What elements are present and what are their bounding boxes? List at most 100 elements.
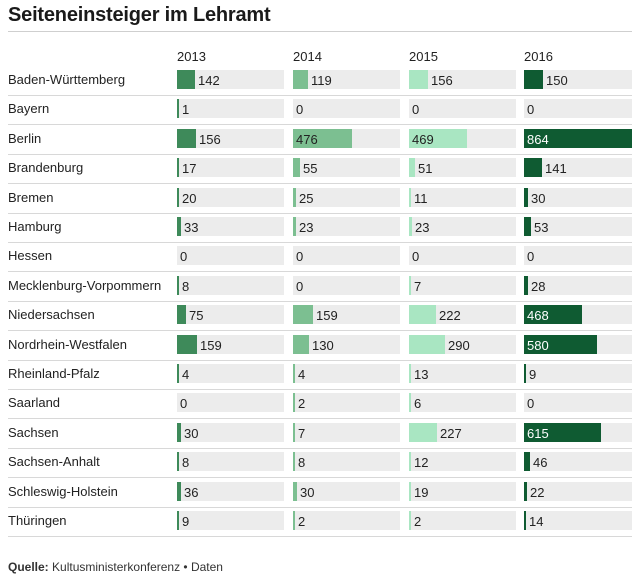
bar-cell-2014: 0 xyxy=(293,276,400,295)
table-row: Saarland 0 2 6 0 xyxy=(8,389,632,419)
bar-2015 xyxy=(409,217,412,236)
table-row: Schleswig-Holstein 36 30 19 22 xyxy=(8,478,632,508)
bar-2015 xyxy=(409,482,411,501)
state-label: Mecklenburg-Vorpommern xyxy=(8,278,162,293)
bar-cell-2016: 615 xyxy=(524,423,632,442)
bar-2015 xyxy=(409,511,411,530)
value-label: 0 xyxy=(180,249,188,264)
value-label: 8 xyxy=(298,455,306,470)
state-label: Schleswig-Holstein xyxy=(8,484,118,499)
bar-cell-2014: 0 xyxy=(293,246,400,265)
value-label: 23 xyxy=(299,220,314,235)
value-label: 0 xyxy=(296,249,304,264)
bar-cell-2013: 142 xyxy=(177,70,284,89)
bar-cell-2013: 1 xyxy=(177,99,284,118)
bar-cell-2014: 55 xyxy=(293,158,400,177)
table-row: Mecklenburg-Vorpommern 8 0 7 28 xyxy=(8,272,632,302)
value-label: 9 xyxy=(529,367,537,382)
value-label: 159 xyxy=(200,338,222,353)
bar-cell-2014: 476 xyxy=(293,129,400,148)
value-label: 156 xyxy=(199,132,221,147)
table-row: Nordrhein-Westfalen 159 130 290 580 xyxy=(8,331,632,361)
source-line: Quelle: Kultusministerkonferenz • Daten xyxy=(8,560,223,574)
value-label: 864 xyxy=(527,132,549,147)
bar-cell-2013: 9 xyxy=(177,511,284,530)
table-row: Thüringen 9 2 2 14 xyxy=(8,507,632,537)
bar-cell-2014: 30 xyxy=(293,482,400,501)
value-label: 142 xyxy=(198,73,220,88)
value-label: 476 xyxy=(296,132,318,147)
bar-cell-2015: 2 xyxy=(409,511,516,530)
bar-cell-2015: 156 xyxy=(409,70,516,89)
table-row: Baden-Württemberg 142 119 156 150 xyxy=(8,66,632,96)
state-label: Sachsen xyxy=(8,425,59,440)
value-label: 14 xyxy=(529,514,544,529)
value-label: 0 xyxy=(296,102,304,117)
bar-cell-2015: 222 xyxy=(409,305,516,324)
value-label: 7 xyxy=(414,279,422,294)
value-label: 580 xyxy=(527,338,549,353)
bar-cell-2016: 0 xyxy=(524,246,632,265)
state-label: Baden-Württemberg xyxy=(8,72,126,87)
state-label: Nordrhein-Westfalen xyxy=(8,337,127,352)
bar-2016 xyxy=(524,188,528,207)
bar-cell-2014: 0 xyxy=(293,99,400,118)
bar-cell-2016: 0 xyxy=(524,99,632,118)
bar-2014 xyxy=(293,423,295,442)
value-label: 46 xyxy=(533,455,548,470)
table-row: Berlin 156 476 469 864 xyxy=(8,125,632,155)
bar-2014 xyxy=(293,393,295,412)
bar-cell-2016: 9 xyxy=(524,364,632,383)
bar-2016 xyxy=(524,305,582,324)
value-label: 51 xyxy=(418,161,433,176)
bar-2016 xyxy=(524,511,526,530)
bar-cell-2013: 17 xyxy=(177,158,284,177)
value-label: 6 xyxy=(414,396,422,411)
bar-cell-2015: 469 xyxy=(409,129,516,148)
bar-cell-2015: 227 xyxy=(409,423,516,442)
value-label: 469 xyxy=(412,132,434,147)
value-label: 2 xyxy=(414,514,422,529)
bar-cell-2015: 290 xyxy=(409,335,516,354)
value-label: 227 xyxy=(440,426,462,441)
state-label: Bremen xyxy=(8,190,54,205)
bar-2016 xyxy=(524,129,632,148)
bar-2014 xyxy=(293,364,295,383)
table-row: Bremen 20 25 11 30 xyxy=(8,184,632,214)
value-label: 130 xyxy=(312,338,334,353)
bar-cell-2013: 75 xyxy=(177,305,284,324)
bar-2015 xyxy=(409,305,436,324)
state-label: Hessen xyxy=(8,248,53,263)
value-label: 0 xyxy=(527,102,535,117)
bar-2016 xyxy=(524,335,597,354)
bar-cell-2014: 130 xyxy=(293,335,400,354)
bar-2015 xyxy=(409,188,411,207)
value-label: 55 xyxy=(303,161,318,176)
bar-cell-2014: 8 xyxy=(293,452,400,471)
value-label: 17 xyxy=(182,161,197,176)
bar-cell-2013: 8 xyxy=(177,276,284,295)
value-label: 4 xyxy=(182,367,190,382)
bar-2015 xyxy=(409,129,467,148)
bar-2015 xyxy=(409,364,411,383)
bar-2015 xyxy=(409,276,411,295)
value-label: 19 xyxy=(414,485,429,500)
bar-2016 xyxy=(524,452,530,471)
value-label: 75 xyxy=(189,308,204,323)
bar-cell-2013: 33 xyxy=(177,217,284,236)
state-label: Berlin xyxy=(8,131,42,146)
bar-cell-2015: 0 xyxy=(409,99,516,118)
bar-2013 xyxy=(177,423,181,442)
bar-cell-2016: 0 xyxy=(524,393,632,412)
value-label: 8 xyxy=(182,455,190,470)
bar-cell-2014: 4 xyxy=(293,364,400,383)
value-label: 30 xyxy=(184,426,199,441)
bar-2013 xyxy=(177,188,179,207)
bar-cell-2015: 13 xyxy=(409,364,516,383)
state-label: Brandenburg xyxy=(8,160,84,175)
bar-2013 xyxy=(177,99,179,118)
table-row: Bayern 1 0 0 0 xyxy=(8,95,632,125)
source-text[interactable]: Kultusministerkonferenz • Daten xyxy=(52,560,223,574)
bar-cell-2013: 159 xyxy=(177,335,284,354)
bar-cell-2015: 19 xyxy=(409,482,516,501)
